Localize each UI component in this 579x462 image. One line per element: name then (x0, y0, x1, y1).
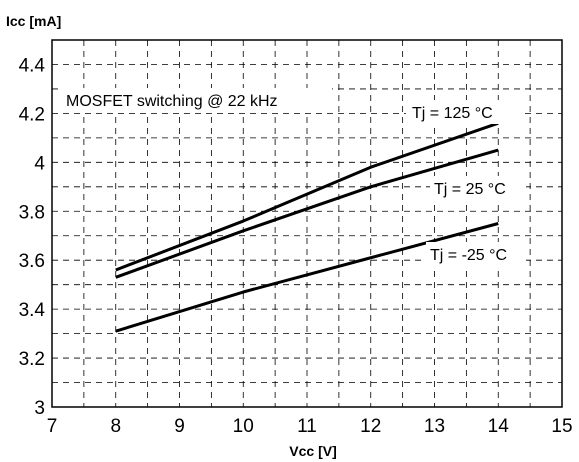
series-line-2 (115, 222, 499, 333)
x-tick-label: 14 (488, 416, 510, 437)
x-tick-label: 12 (360, 416, 381, 437)
x-tick-label: 9 (174, 416, 185, 437)
series-label-background-0 (406, 100, 524, 124)
y-tick-label: 3.2 (19, 349, 45, 370)
y-tick-label: 3.8 (19, 202, 45, 223)
y-tick-label: 4.4 (19, 55, 46, 76)
annotation-background (62, 88, 332, 112)
x-tick-label: 11 (297, 416, 317, 437)
y-tick-label: 3.4 (19, 300, 46, 321)
series-lines (115, 121, 499, 333)
plot-frame (51, 39, 563, 408)
x-tick-label: 13 (424, 416, 445, 437)
series-label-background-1 (430, 176, 526, 200)
tick-labels: 7 8 9 10 11 12 13 14 15 3 3.2 3.4 3.6 3.8 4 4.2 4.4 (19, 55, 573, 437)
series-label-background-2 (426, 242, 526, 266)
series-label-tj-minus-25: Tj = -25 °C (430, 247, 507, 264)
y-tick-label: 3.6 (19, 251, 45, 272)
y-axis-label: Icc [mA] (6, 13, 61, 29)
x-tick-label: 10 (233, 416, 254, 437)
y-tick-label: 3 (34, 398, 45, 419)
series-label-tj-125: Tj = 125 °C (412, 105, 493, 122)
chart-annotation: MOSFET switching @ 22 kHz (66, 93, 278, 110)
series-line-1 (115, 148, 499, 279)
x-axis-label: Vcc [V] (289, 443, 336, 459)
x-tick-label: 8 (110, 416, 121, 437)
x-tick-label: 15 (551, 416, 572, 437)
y-tick-label: 4.2 (19, 104, 45, 125)
y-tick-label: 4 (34, 153, 45, 174)
series-label-tj-25: Tj = 25 °C (434, 181, 506, 198)
series-line-0 (115, 121, 499, 272)
x-tick-label: 7 (47, 416, 58, 437)
